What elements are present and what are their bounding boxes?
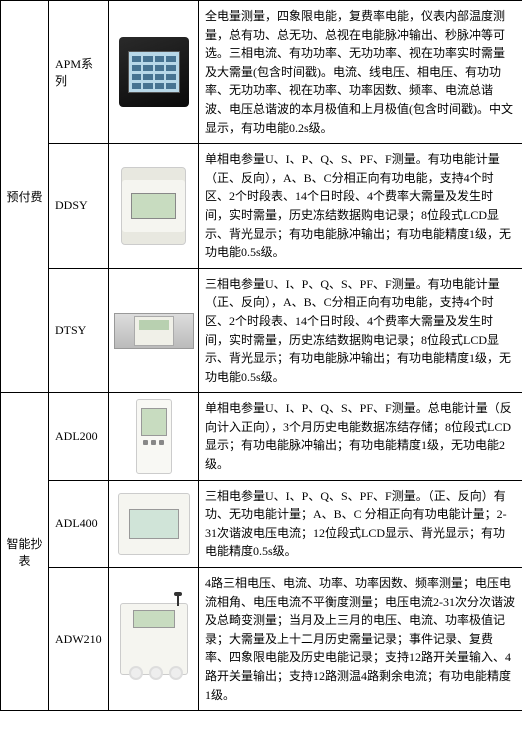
desc-cell: 全电量测量，四象限电能，复费率电能，仪表内部温度测量，总有功、总无功、总视在电能… — [199, 1, 522, 144]
model-cell: DTSY — [49, 268, 109, 393]
adl400-device-icon — [114, 484, 194, 564]
model-cell: ADW210 — [49, 568, 109, 711]
device-image-cell — [109, 393, 199, 480]
desc-cell: 单相电参量U、I、P、Q、S、PF、F测量。有功电能计量（正、反向），A、B、C… — [199, 144, 522, 269]
device-image-cell — [109, 480, 199, 567]
device-image-cell — [109, 144, 199, 269]
adw210-device-icon — [114, 599, 194, 679]
product-spec-table: 预付费 APM系列 全电量测量，四象限电能，复费率电能，仪表内部温度测量，总有功… — [0, 0, 522, 711]
desc-cell: 4路三相电压、电流、功率、功率因数、频率测量；电压电流相角、电压电流不平衡度测量… — [199, 568, 522, 711]
ddsy-device-icon — [114, 166, 194, 246]
apm-device-icon — [114, 32, 194, 112]
category-prepaid: 预付费 — [1, 1, 49, 393]
category-smart-meter: 智能抄表 — [1, 393, 49, 711]
model-cell: ADL400 — [49, 480, 109, 567]
device-image-cell — [109, 568, 199, 711]
dtsy-device-icon — [114, 291, 194, 371]
desc-cell: 单相电参量U、I、P、Q、S、PF、F测量。总电能计量（反向计入正向），3个月历… — [199, 393, 522, 480]
desc-cell: 三相电参量U、I、P、Q、S、PF、F测量。有功电能计量（正、反向），A、B、C… — [199, 268, 522, 393]
model-cell: ADL200 — [49, 393, 109, 480]
desc-cell: 三相电参量U、I、P、Q、S、PF、F测量。（正、反向）有功、无功电能计量；A、… — [199, 480, 522, 567]
device-image-cell — [109, 1, 199, 144]
device-image-cell — [109, 268, 199, 393]
model-cell: APM系列 — [49, 1, 109, 144]
model-cell: DDSY — [49, 144, 109, 269]
adl200-device-icon — [114, 396, 194, 476]
